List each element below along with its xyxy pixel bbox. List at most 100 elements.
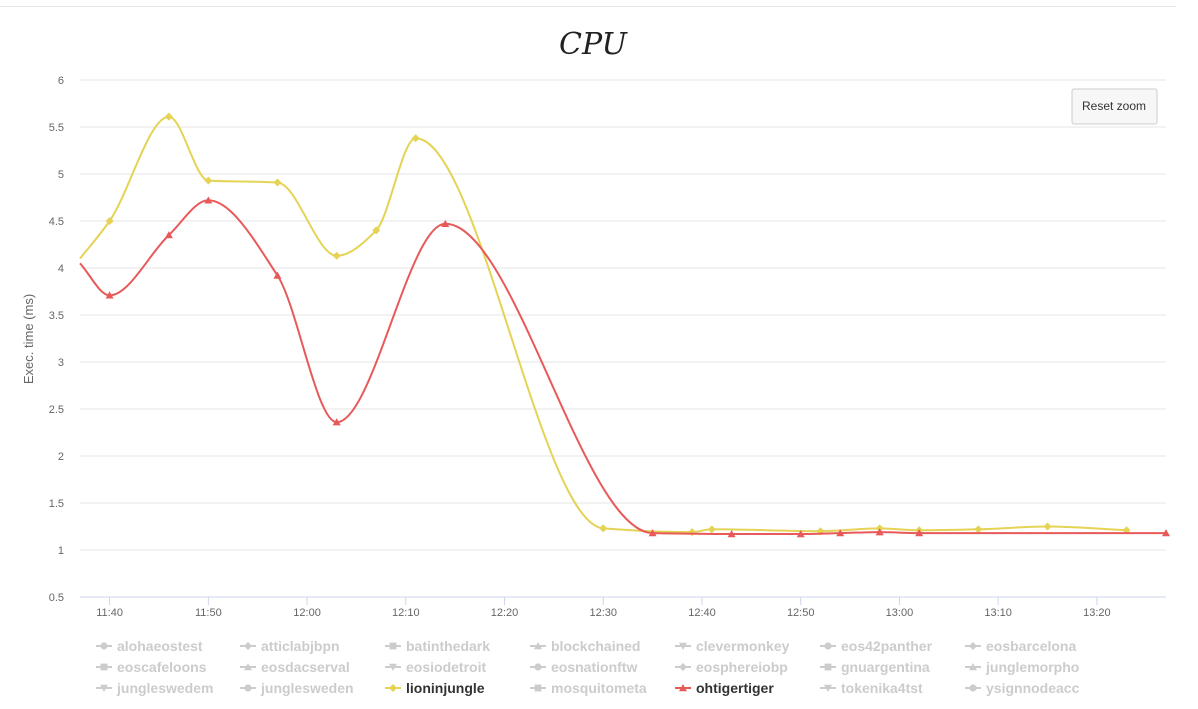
legend-marker	[244, 642, 252, 650]
legend-item-eoscafeloons[interactable]: eoscafeloons	[96, 659, 207, 675]
legend-label[interactable]: junglesweden	[260, 680, 354, 696]
legend-label[interactable]: atticlabjbpn	[261, 638, 340, 654]
legend-item-lioninjungle[interactable]: lioninjungle	[385, 680, 485, 696]
legend-marker	[679, 642, 687, 650]
legend-label[interactable]: blockchained	[551, 638, 640, 654]
x-tick-label: 12:20	[491, 607, 519, 619]
data-point	[796, 530, 805, 538]
legend-label[interactable]: eosdacserval	[261, 659, 350, 675]
legend-label[interactable]: gnuargentina	[841, 659, 930, 675]
series-layer	[79, 112, 1170, 538]
legend-label[interactable]: eosnationftw	[551, 659, 637, 675]
legend-item-atticlabjbpn[interactable]: atticlabjbpn	[240, 638, 340, 654]
legend-marker	[389, 684, 397, 692]
data-point	[688, 528, 697, 537]
legend-item-batinthedark[interactable]: batinthedark	[385, 638, 490, 654]
data-point	[727, 530, 736, 538]
legend-item-eosphereiobp[interactable]: eosphereiobp	[675, 659, 788, 675]
x-tick-label: 11:40	[96, 607, 123, 619]
x-tick-label: 12:40	[688, 607, 716, 619]
x-tick-label: 11:50	[195, 607, 222, 619]
legend-marker	[100, 642, 108, 650]
legend-item-eosbarcelona[interactable]: eosbarcelona	[965, 638, 1076, 654]
data-point	[164, 231, 173, 239]
legend-marker	[534, 642, 542, 650]
legend-label[interactable]: eosphereiobp	[696, 659, 788, 675]
chart-title: CPU	[559, 27, 629, 62]
legend-item-jungleswedem[interactable]: jungleswedem	[96, 680, 213, 696]
y-tick-label: 4.5	[49, 216, 64, 228]
x-tick-label: 13:10	[984, 607, 1012, 619]
legend-item-gnuargentina[interactable]: gnuargentina	[820, 659, 930, 675]
data-point	[273, 178, 282, 187]
legend-item-junglesweden[interactable]: junglesweden	[240, 680, 354, 696]
legend-label[interactable]: eosbarcelona	[986, 638, 1076, 654]
reset-zoom-button-bg[interactable]	[1071, 88, 1158, 125]
legend-label[interactable]: ysignnodeacc	[986, 680, 1080, 696]
data-point	[204, 196, 213, 204]
legend-marker	[679, 663, 687, 671]
legend-marker	[534, 663, 542, 671]
legend-item-eosdacserval[interactable]: eosdacserval	[240, 659, 350, 675]
legend-marker	[100, 684, 108, 692]
legend-label[interactable]: tokenika4tst	[841, 680, 923, 696]
data-point	[1043, 522, 1052, 531]
data-point	[411, 134, 420, 143]
data-point	[836, 529, 845, 537]
legend-label[interactable]: eos42panther	[841, 638, 933, 654]
legend-item-tokenika4tst[interactable]: tokenika4tst	[820, 680, 923, 696]
legend-marker	[969, 642, 977, 650]
y-axis: 0.5 1 1.5 2 2.5 3 3.5 4 4.5 5 5.5 6	[49, 75, 64, 604]
y-tick-label: 1.5	[49, 498, 64, 510]
legend-item-mosquitometa[interactable]: mosquitometa	[530, 680, 647, 696]
legend-item-blockchained[interactable]: blockchained	[530, 638, 640, 654]
series-line-ohtigertiger	[79, 199, 1166, 536]
legend-label[interactable]: mosquitometa	[551, 680, 647, 696]
y-tick-label: 1	[58, 545, 64, 557]
reset-zoom-label[interactable]: Reset zoom	[1082, 99, 1146, 113]
data-point	[332, 251, 341, 260]
legend-label[interactable]: ohtigertiger	[696, 680, 774, 696]
data-point	[915, 529, 924, 537]
legend-marker	[969, 663, 977, 671]
data-point	[332, 418, 341, 426]
x-tick-label: 13:20	[1083, 607, 1111, 619]
x-tick-label: 13:00	[886, 607, 914, 619]
x-axis: 11:40 11:50 12:00 12:10 12:20 12:30 12:40 12:50…	[80, 596, 1166, 619]
legend: alohaeostest atticlabjbpn batinthedark bloc…	[96, 638, 1080, 696]
legend-label[interactable]: eosiodetroit	[406, 659, 486, 675]
data-point	[1162, 529, 1170, 537]
data-point	[273, 271, 282, 279]
y-tick-label: 0.5	[49, 592, 64, 604]
legend-marker	[824, 642, 832, 650]
grid-lines	[80, 79, 1166, 598]
legend-label[interactable]: alohaeostest	[117, 638, 203, 654]
y-tick-label: 6	[58, 75, 64, 87]
legend-label[interactable]: jungleswedem	[116, 680, 213, 696]
series-lioninjungle	[79, 112, 1131, 537]
data-point	[974, 525, 983, 534]
legend-item-junglemorpho[interactable]: junglemorpho	[965, 659, 1079, 675]
legend-item-eosnationftw[interactable]: eosnationftw	[530, 659, 637, 675]
data-point	[164, 112, 173, 121]
reset-zoom-button[interactable]: Reset zoom	[1071, 88, 1158, 125]
legend-item-eosiodetroit[interactable]: eosiodetroit	[385, 659, 486, 675]
legend-marker	[244, 663, 252, 671]
legend-label[interactable]: clevermonkey	[696, 638, 790, 654]
legend-label[interactable]: batinthedark	[406, 638, 490, 654]
data-point	[707, 525, 716, 534]
y-tick-label: 2.5	[49, 404, 64, 416]
legend-item-alohaeostest[interactable]: alohaeostest	[96, 638, 203, 654]
x-tick-label: 12:10	[392, 607, 420, 619]
legend-item-clevermonkey[interactable]: clevermonkey	[675, 638, 790, 654]
legend-label[interactable]: lioninjungle	[406, 680, 485, 696]
legend-item-eos42panther[interactable]: eos42panther	[820, 638, 933, 654]
legend-label[interactable]: eoscafeloons	[117, 659, 207, 675]
x-tick-label: 12:30	[589, 607, 617, 619]
legend-item-ohtigertiger[interactable]: ohtigertiger	[675, 680, 774, 696]
legend-label[interactable]: junglemorpho	[985, 659, 1079, 675]
legend-item-ysignnodeacc[interactable]: ysignnodeacc	[965, 680, 1080, 696]
y-tick-label: 5	[58, 169, 64, 181]
legend-marker	[244, 684, 252, 692]
